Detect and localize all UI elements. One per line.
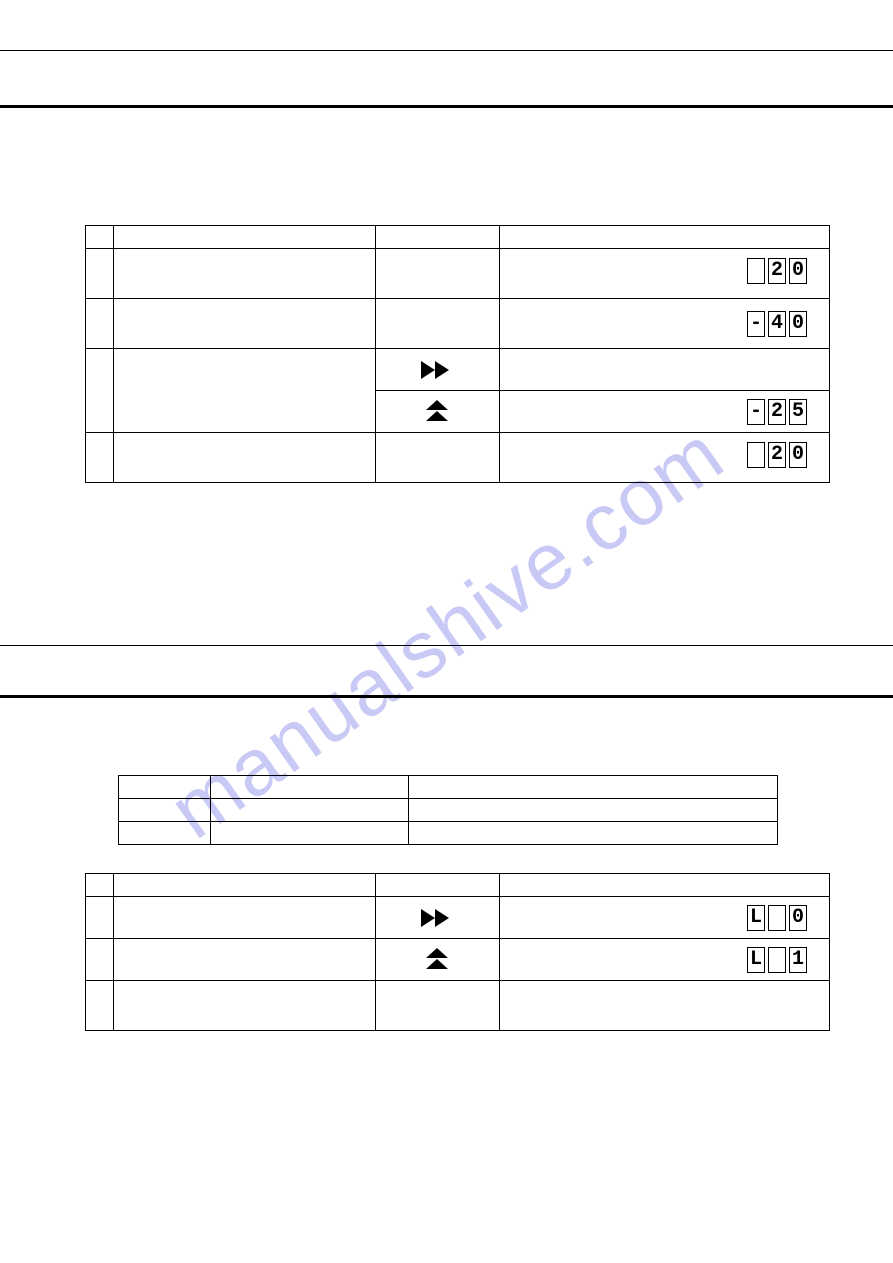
cell (86, 433, 114, 483)
segment-digit: 0 (789, 905, 807, 931)
table-row (86, 981, 830, 1031)
cell (210, 799, 408, 822)
cell (375, 349, 500, 391)
cell (375, 981, 500, 1031)
cell (408, 799, 777, 822)
segment-digit (747, 442, 765, 468)
cell (113, 981, 375, 1031)
table-row: L 0 (86, 897, 830, 939)
seven-segment-display: 20 (747, 258, 807, 284)
table-row (86, 874, 830, 897)
table-row (119, 799, 778, 822)
cell: 20 (500, 433, 830, 483)
segment-digit: L (747, 947, 765, 973)
fast-forward-icon (419, 359, 455, 381)
cell (375, 391, 500, 433)
cell (86, 349, 114, 433)
cell (113, 299, 375, 349)
cell (119, 776, 211, 799)
table-row (119, 822, 778, 845)
seven-segment-display: -40 (747, 311, 807, 337)
table-row: -40 (86, 299, 830, 349)
cell (500, 226, 830, 249)
cell (500, 981, 830, 1031)
segment-digit: - (747, 399, 765, 425)
segment-digit: 2 (768, 258, 786, 284)
cell (210, 776, 408, 799)
cell (375, 874, 500, 897)
cell: L 0 (500, 897, 830, 939)
table-row (86, 226, 830, 249)
cell (500, 349, 830, 391)
cell (210, 822, 408, 845)
cell: -25 (500, 391, 830, 433)
table-row (86, 349, 830, 391)
table-row (119, 776, 778, 799)
cell (86, 939, 114, 981)
cell (375, 939, 500, 981)
cell (113, 226, 375, 249)
cell (113, 874, 375, 897)
segment-digit: - (747, 311, 765, 337)
seven-segment-display: L 1 (747, 947, 807, 973)
rule-thick-1 (0, 105, 893, 108)
cell (86, 981, 114, 1031)
rule-top (0, 50, 893, 51)
cell (86, 226, 114, 249)
cell: L 1 (500, 939, 830, 981)
cell (375, 897, 500, 939)
table-1: 20-40-25 20 (85, 225, 830, 483)
cell (113, 433, 375, 483)
segment-digit: 0 (789, 311, 807, 337)
cell (500, 874, 830, 897)
fast-forward-icon (419, 907, 455, 929)
cell: 20 (500, 249, 830, 299)
segment-digit: 4 (768, 311, 786, 337)
cell (113, 939, 375, 981)
cell (113, 249, 375, 299)
table-row: 20 (86, 249, 830, 299)
cell (86, 897, 114, 939)
seven-segment-display: -25 (747, 399, 807, 425)
rule-mid-1 (0, 645, 893, 646)
table-3: L 0L 1 (85, 873, 830, 1031)
segment-digit: L (747, 905, 765, 931)
seven-segment-display: L 0 (747, 905, 807, 931)
rule-thick-2 (0, 695, 893, 698)
segment-digit (768, 947, 786, 973)
double-up-icon (424, 947, 450, 973)
segment-digit (747, 258, 765, 284)
cell (375, 226, 500, 249)
cell (113, 897, 375, 939)
cell (86, 874, 114, 897)
segment-digit (768, 905, 786, 931)
table-row: 20 (86, 433, 830, 483)
cell (86, 299, 114, 349)
segment-digit: 2 (768, 442, 786, 468)
table-row: L 1 (86, 939, 830, 981)
cell: -40 (500, 299, 830, 349)
segment-digit: 1 (789, 947, 807, 973)
table-2 (118, 775, 778, 845)
cell (113, 349, 375, 433)
cell (408, 822, 777, 845)
segment-digit: 5 (789, 399, 807, 425)
cell (408, 776, 777, 799)
cell (375, 299, 500, 349)
cell (375, 433, 500, 483)
cell (86, 249, 114, 299)
cell (119, 822, 211, 845)
cell (375, 249, 500, 299)
seven-segment-display: 20 (747, 442, 807, 468)
segment-digit: 0 (789, 442, 807, 468)
double-up-icon (424, 399, 450, 425)
segment-digit: 0 (789, 258, 807, 284)
cell (119, 799, 211, 822)
segment-digit: 2 (768, 399, 786, 425)
